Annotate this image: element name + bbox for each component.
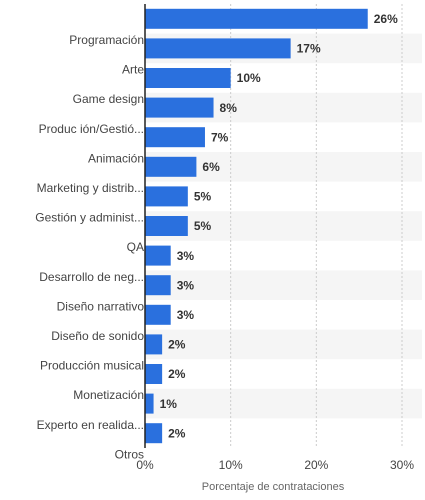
y-tick-label: Diseño de sonido	[51, 329, 144, 343]
y-tick-label: Animación	[88, 151, 144, 165]
y-tick-label: Producción musical	[40, 359, 144, 373]
value-label: 5%	[194, 219, 212, 233]
y-tick-label: Experto en realida...	[37, 418, 144, 432]
y-tick-label: Game design	[73, 92, 144, 106]
bar	[145, 68, 231, 88]
value-label: 26%	[374, 12, 398, 26]
bar	[145, 304, 171, 325]
bar	[145, 334, 163, 355]
value-label: 5%	[194, 190, 212, 204]
bar	[145, 186, 188, 207]
bar	[145, 423, 163, 444]
bar	[145, 8, 368, 29]
value-label: 2%	[168, 338, 186, 352]
value-label: 7%	[211, 130, 229, 144]
value-label: 2%	[168, 367, 186, 381]
value-label: 8%	[220, 101, 238, 115]
y-tick-label: Arte	[122, 63, 144, 77]
y-tick-label: Produc ión/Gestió...	[39, 122, 144, 136]
y-tick-label: Gestión y administ...	[35, 211, 144, 225]
bar	[145, 364, 163, 384]
row-band	[145, 329, 422, 360]
value-label: 3%	[177, 278, 195, 292]
y-tick-label: Otros	[115, 447, 144, 461]
y-tick-label: Marketing y distrib...	[37, 181, 144, 195]
x-axis-title: Porcentaje de contrataciones	[202, 481, 345, 493]
value-label: 3%	[177, 308, 195, 322]
value-label: 6%	[202, 160, 220, 174]
x-tick-label: 30%	[390, 458, 414, 472]
row-band	[145, 388, 422, 419]
y-tick-label: Diseño narrativo	[57, 299, 145, 313]
y-tick-label: Desarrollo de neg...	[39, 270, 144, 284]
y-tick-label: Programación	[69, 33, 144, 47]
row-band	[145, 270, 422, 300]
bar	[145, 97, 214, 118]
value-label: 3%	[177, 249, 195, 263]
bar	[145, 245, 171, 266]
y-tick-label: QA	[127, 240, 144, 254]
bar	[145, 38, 291, 59]
x-tick-label: 0%	[136, 458, 154, 472]
bar	[145, 275, 171, 296]
bar	[145, 393, 154, 414]
bar	[145, 127, 205, 148]
value-label: 1%	[160, 397, 178, 411]
x-tick-label: 10%	[219, 458, 243, 472]
bar	[145, 156, 197, 177]
y-tick-label: Monetización	[73, 388, 144, 402]
value-label: 2%	[168, 426, 186, 440]
bar	[145, 216, 188, 236]
row-band	[145, 211, 422, 241]
value-label: 10%	[237, 71, 261, 85]
value-label: 17%	[297, 42, 321, 56]
x-tick-label: 20%	[304, 458, 328, 472]
